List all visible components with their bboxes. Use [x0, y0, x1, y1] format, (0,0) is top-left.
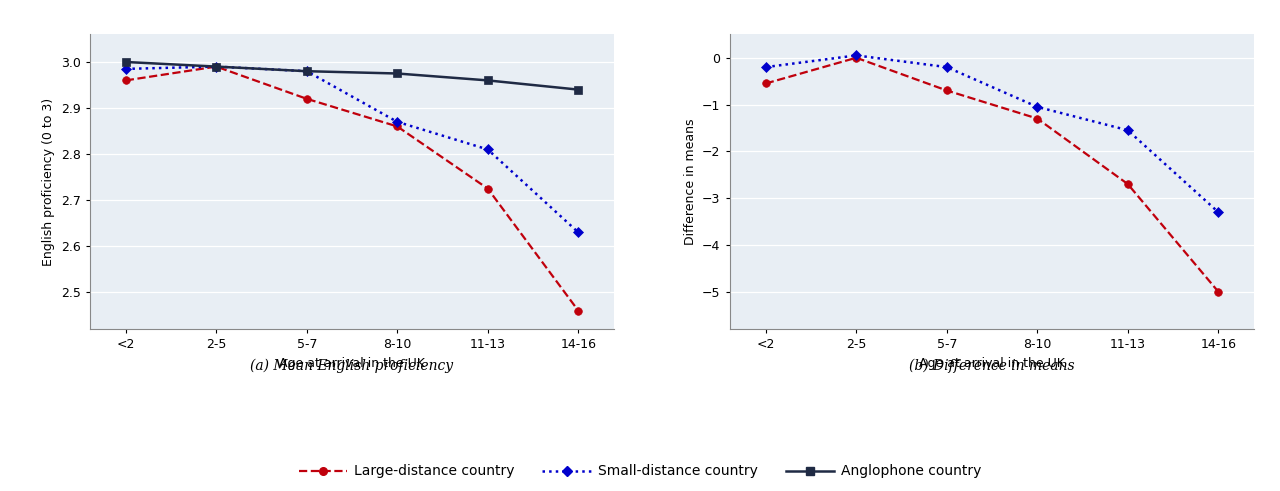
- Y-axis label: Difference in means: Difference in means: [684, 118, 696, 245]
- Text: (a) Mean English proficiency: (a) Mean English proficiency: [251, 358, 453, 373]
- Text: (b) Difference in means: (b) Difference in means: [909, 358, 1075, 373]
- X-axis label: Age at arrival in the UK: Age at arrival in the UK: [919, 356, 1065, 370]
- Legend: Large-distance country, Small-distance country, Anglophone country: Large-distance country, Small-distance c…: [293, 459, 987, 484]
- X-axis label: Age at arrival in the UK: Age at arrival in the UK: [279, 356, 425, 370]
- Y-axis label: English proficiency (0 to 3): English proficiency (0 to 3): [42, 98, 55, 266]
